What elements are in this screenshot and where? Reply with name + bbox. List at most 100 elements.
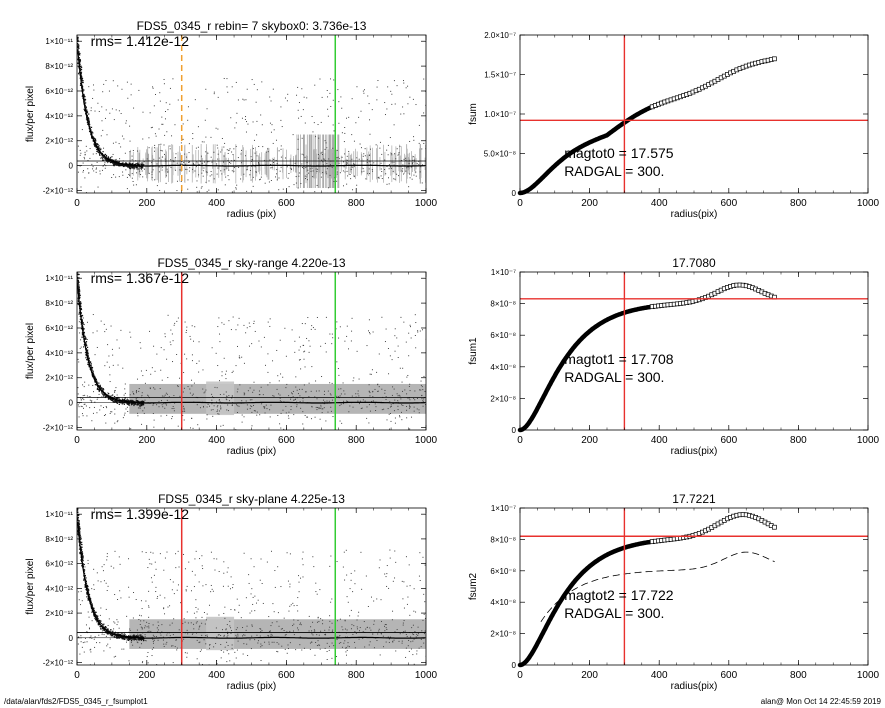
scatter-point <box>271 438 272 439</box>
scatter-point <box>113 159 115 161</box>
profile-point <box>99 152 101 155</box>
scatter-point <box>388 641 390 643</box>
scatter-point <box>106 559 108 561</box>
scatter-point <box>403 449 404 450</box>
scatter-point <box>89 649 91 651</box>
scatter-point <box>403 82 405 84</box>
scatter-point <box>311 366 313 368</box>
scatter-point <box>329 440 330 441</box>
scatter-point <box>268 643 270 645</box>
scatter-point <box>228 150 230 152</box>
scatter-point <box>195 550 197 552</box>
scatter-point <box>217 409 219 411</box>
scatter-point <box>169 341 171 343</box>
scatter-point <box>106 626 108 628</box>
profile-point <box>84 338 86 340</box>
scatter-point <box>370 596 372 598</box>
scatter-point <box>89 399 91 401</box>
scatter-point <box>317 640 319 642</box>
scatter-point <box>113 621 115 623</box>
scatter-point <box>302 400 304 402</box>
profile-point <box>99 388 101 391</box>
profile-point <box>113 400 116 402</box>
profile-point <box>137 162 139 164</box>
scatter-point <box>297 627 299 629</box>
profile-point <box>77 270 78 271</box>
profile-point <box>89 598 92 601</box>
scatter-point <box>363 621 365 623</box>
profile-point <box>91 611 93 613</box>
scatter-point <box>107 585 109 587</box>
scatter-point <box>240 675 241 676</box>
scatter-point <box>144 382 146 384</box>
profile-point <box>127 166 129 168</box>
profile-point <box>84 336 86 338</box>
scatter-point <box>309 642 311 644</box>
scatter-point <box>297 674 298 675</box>
scatter-point <box>356 350 358 352</box>
scatter-point <box>272 88 274 90</box>
profile-point <box>77 274 79 276</box>
profile-point <box>86 344 88 347</box>
profile-point <box>132 167 134 169</box>
scatter-point <box>365 434 366 435</box>
scatter-point <box>324 210 325 211</box>
scatter-point <box>354 583 356 585</box>
profile-point <box>82 81 84 84</box>
scatter-point <box>208 604 210 606</box>
scatter-point <box>109 438 110 439</box>
scatter-point <box>183 419 185 421</box>
scatter-point <box>203 406 205 408</box>
scatter-point <box>241 400 243 402</box>
scatter-point <box>135 390 137 392</box>
scatter-point <box>108 669 109 670</box>
scatter-point <box>316 316 318 318</box>
scatter-point <box>78 321 80 323</box>
scatter-point <box>422 556 424 558</box>
scatter-point <box>149 112 151 114</box>
profile-point <box>91 137 93 139</box>
scatter-point <box>190 210 191 211</box>
scatter-point <box>392 641 394 643</box>
profile-point <box>91 603 93 605</box>
scatter-point <box>300 368 302 370</box>
scatter-point <box>418 647 420 649</box>
scatter-point <box>343 403 345 405</box>
scatter-point <box>417 330 419 332</box>
scatter-point <box>210 591 212 593</box>
scatter-point <box>186 156 188 158</box>
scatter-point <box>402 598 404 600</box>
scatter-point <box>226 167 228 169</box>
profile-point <box>78 521 80 523</box>
scatter-point <box>422 389 424 391</box>
scatter-point <box>167 606 169 608</box>
scatter-point <box>162 166 164 168</box>
scatter-point <box>109 412 111 414</box>
profile-point <box>77 505 78 506</box>
profile-point <box>107 394 109 396</box>
scatter-point <box>384 625 386 627</box>
scatter-point <box>270 167 272 169</box>
profile-point <box>77 509 79 511</box>
scatter-point <box>105 635 107 637</box>
scatter-point <box>189 388 191 390</box>
scatter-point <box>385 627 387 629</box>
scatter-point <box>416 163 418 165</box>
scatter-point <box>288 411 290 413</box>
profile-point <box>111 635 114 637</box>
scatter-point <box>172 202 173 203</box>
scatter-point <box>207 152 209 154</box>
scatter-point <box>243 634 245 636</box>
scatter-point <box>331 642 333 644</box>
scatter-point <box>353 625 355 627</box>
scatter-point <box>223 323 225 325</box>
scatter-point <box>385 173 387 175</box>
scatter-point <box>202 585 204 587</box>
scatter-point <box>320 435 321 436</box>
scatter-point <box>348 646 350 648</box>
scatter-point <box>293 619 295 621</box>
scatter-point <box>129 125 131 127</box>
scatter-point <box>236 636 238 638</box>
scatter-point <box>87 433 88 434</box>
scatter-point <box>353 175 355 177</box>
